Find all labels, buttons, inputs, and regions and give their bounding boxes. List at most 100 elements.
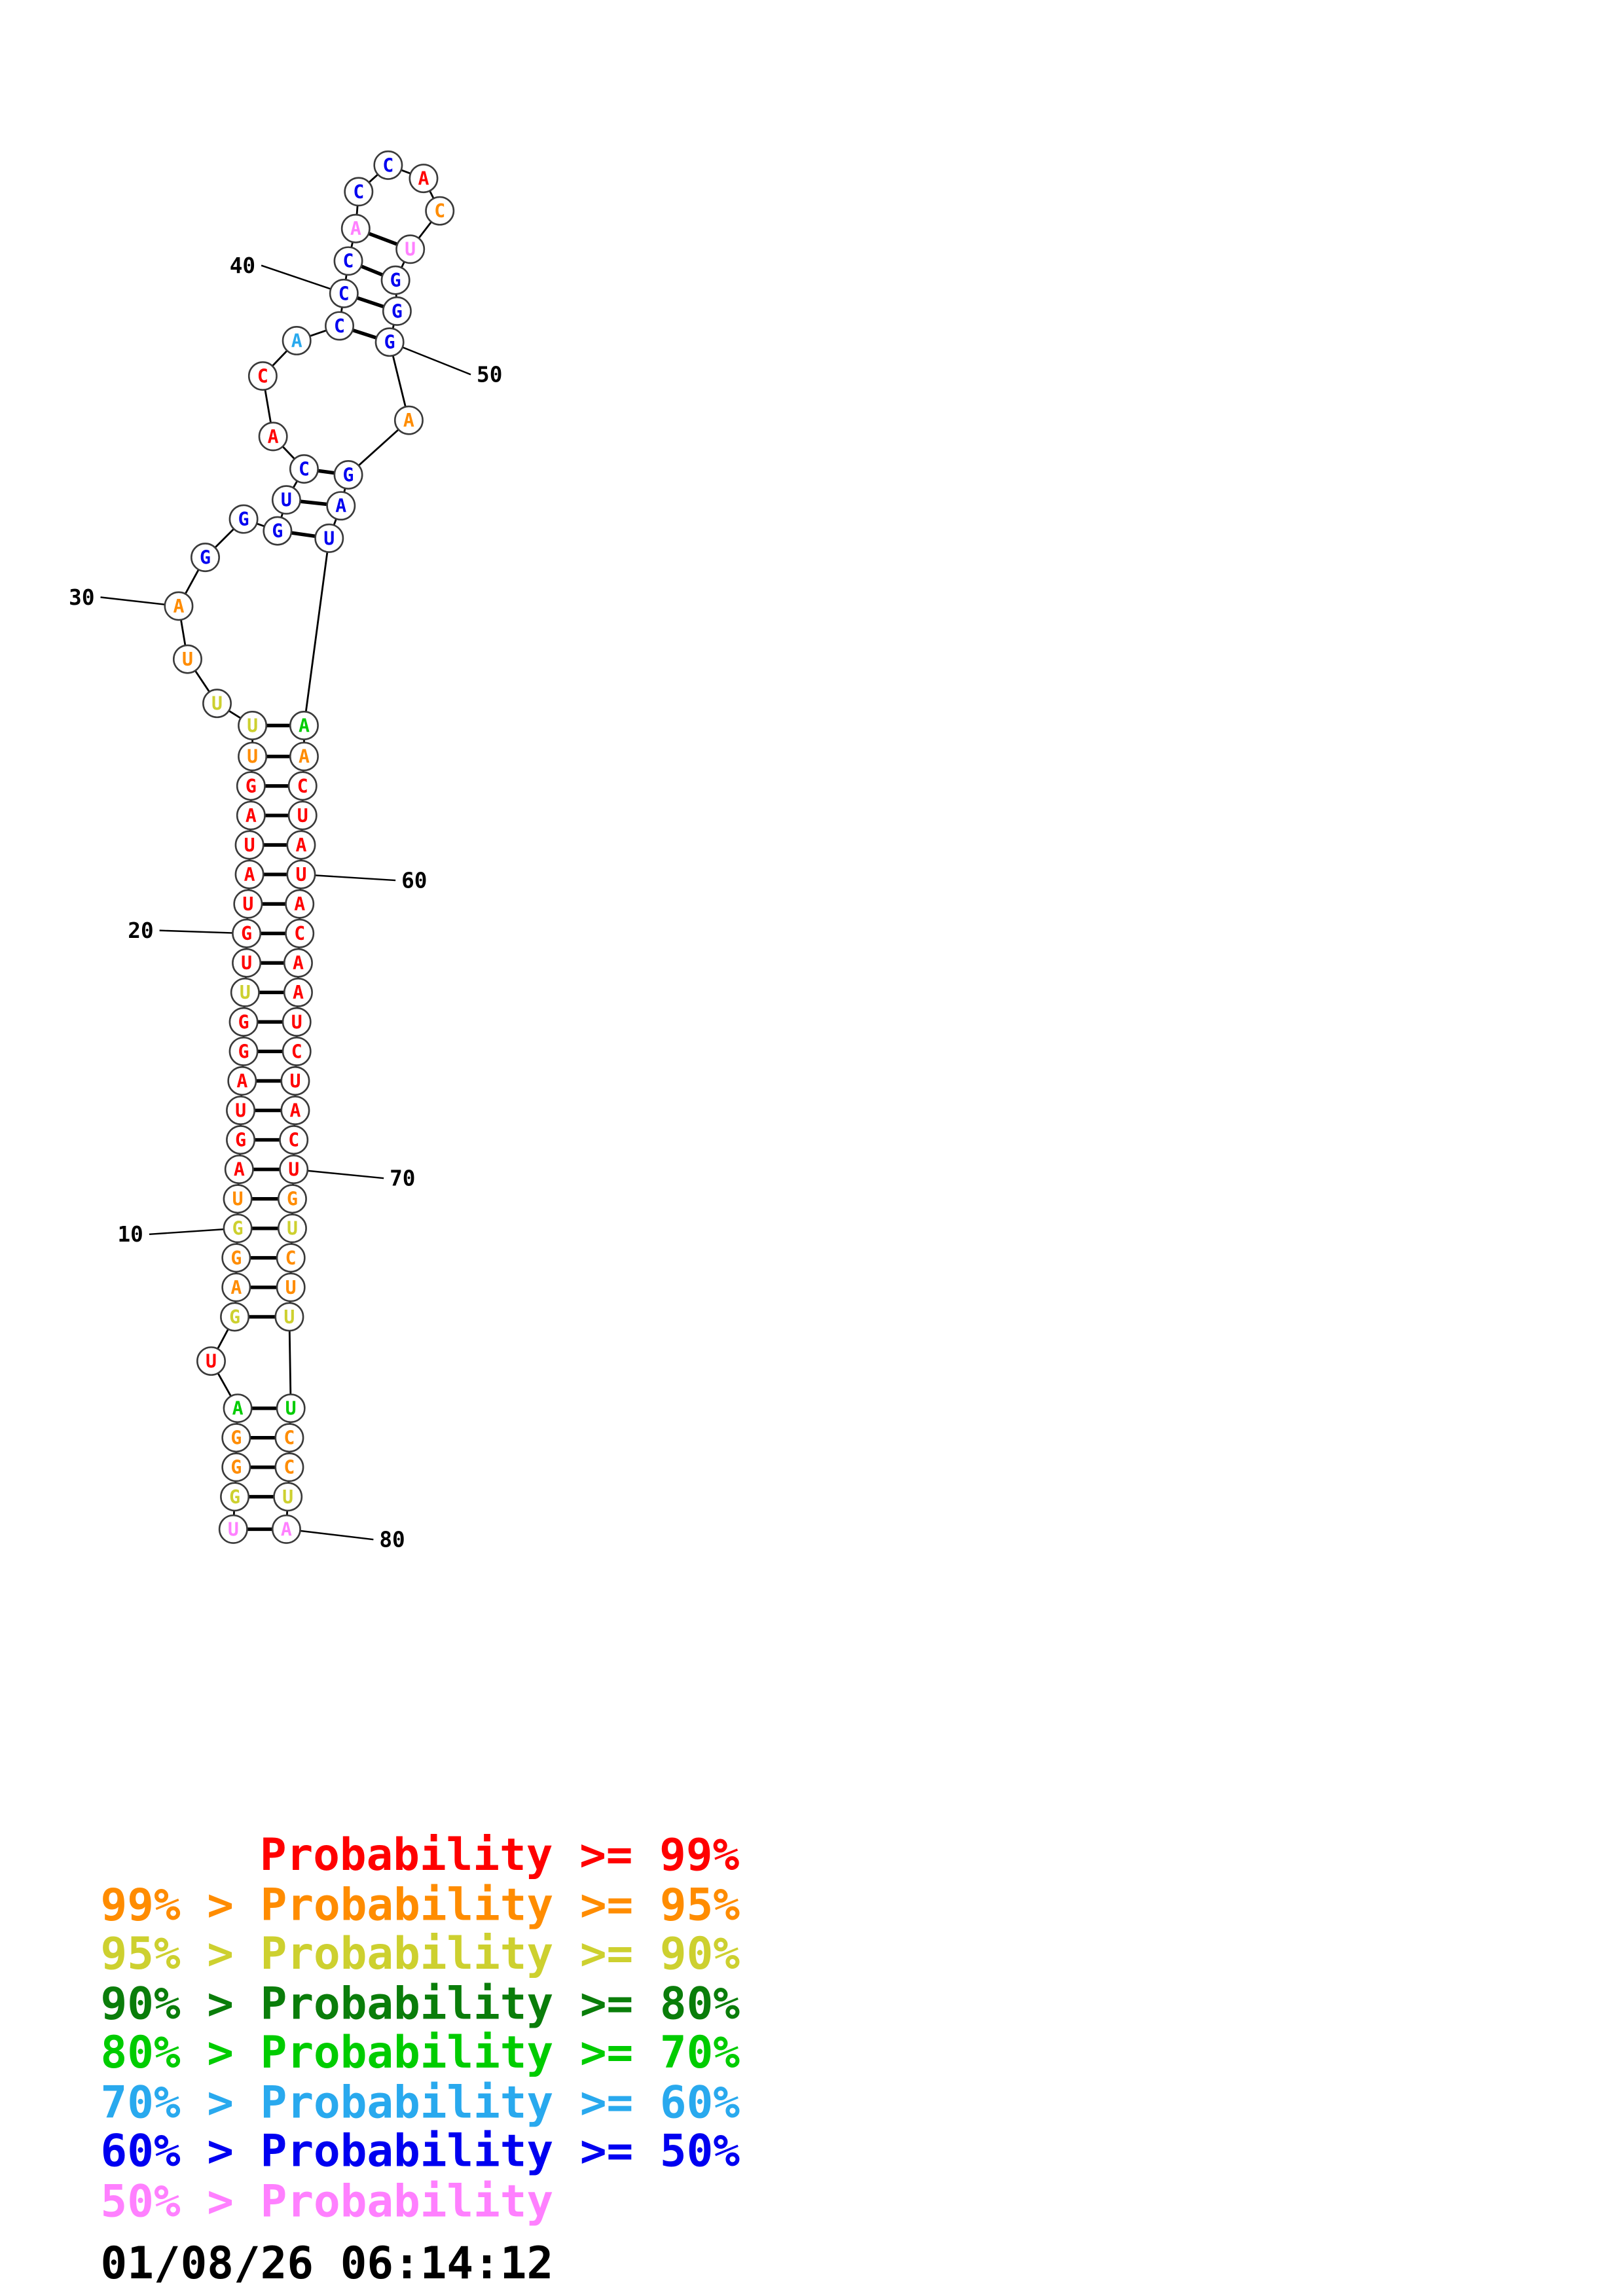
legend-line-ge95: 99% > Probability >= 95% — [101, 1878, 740, 1930]
nucleotide-letter: U — [283, 1306, 295, 1328]
nucleotide-74: U — [276, 1272, 306, 1302]
nucleotide-circle — [282, 1007, 312, 1037]
nucleotide-circle — [164, 591, 194, 621]
nucleotide-letter: U — [211, 693, 223, 715]
nucleotide-circle — [374, 327, 405, 357]
nucleotide-letter: C — [285, 1247, 297, 1269]
nucleotide-circle — [285, 889, 315, 919]
nucleotide-70: U — [279, 1155, 309, 1185]
nucleotide-letter: U — [232, 1189, 244, 1210]
sequence-number-label: 40 — [230, 253, 255, 278]
nucleotide-circle — [289, 454, 319, 484]
nucleotide-letter: A — [295, 834, 306, 856]
legend-line-ge70: 80% > Probability >= 70% — [101, 2026, 740, 2078]
label-leader-line — [301, 873, 396, 882]
nucleotide-71: G — [277, 1184, 307, 1214]
sequence-number-label: 30 — [69, 585, 94, 610]
sequence-number-label: 70 — [390, 1166, 415, 1191]
nucleotide-27: U — [238, 711, 268, 740]
nucleotide-letter: G — [229, 1306, 240, 1328]
nucleotide-36: A — [258, 422, 288, 452]
nucleotide-letter: U — [323, 528, 335, 549]
nucleotide-14: U — [226, 1096, 256, 1126]
nucleotide-circle — [279, 1155, 309, 1185]
nucleotide-circle — [340, 213, 371, 243]
nucleotide-letter: G — [232, 1218, 244, 1240]
nucleotide-circle — [277, 1184, 307, 1214]
nucleotide-57: C — [287, 771, 318, 801]
nucleotide-letter: U — [240, 982, 251, 1003]
nucleotide-letter: A — [281, 1518, 292, 1540]
nucleotide-6: U — [196, 1346, 226, 1376]
nucleotide-26: U — [238, 742, 268, 772]
nucleotide-circle — [285, 918, 315, 948]
timestamp: 01/08/26 06:14:12 — [101, 2237, 554, 2289]
nucleotide-circle — [226, 1096, 256, 1126]
nucleotide-letter: A — [232, 1398, 244, 1420]
nucleotide-35: C — [289, 454, 319, 484]
nucleotide-circle — [172, 644, 202, 674]
nucleotide-circle — [380, 265, 410, 295]
nucleotide-circle — [344, 177, 374, 207]
nucleotide-letter: U — [242, 893, 253, 915]
nucleotide-letter: U — [285, 1398, 297, 1420]
nucleotide-circle — [236, 800, 266, 831]
nucleotide-letter: A — [335, 495, 346, 517]
nucleotide-letter: A — [418, 168, 429, 190]
nucleotide-letter: U — [244, 834, 255, 856]
nucleotide-letter: G — [343, 464, 354, 486]
nucleotide-circle — [274, 1302, 304, 1332]
nucleotide-circle — [218, 1514, 248, 1544]
nucleotide-letter: C — [283, 1457, 295, 1479]
nucleotide-31: G — [191, 543, 220, 573]
label-leader-line — [293, 1168, 384, 1179]
nucleotide-circle — [282, 1036, 312, 1066]
nucleotide-43: C — [344, 177, 374, 207]
nucleotide-37: C — [247, 361, 278, 391]
nucleotide-letter: A — [294, 893, 305, 915]
nucleotide-letter: A — [236, 1070, 247, 1092]
nucleotide-5: A — [223, 1393, 253, 1424]
nucleotide-1: U — [218, 1514, 248, 1544]
nucleotide-circle — [247, 361, 278, 391]
nucleotide-circle — [202, 689, 232, 719]
nucleotide-67: U — [280, 1066, 310, 1096]
nucleotide-41: C — [333, 246, 363, 276]
nucleotide-circle — [276, 1272, 306, 1302]
nucleotide-letter: G — [287, 1189, 298, 1210]
nucleotide-45: A — [409, 164, 439, 194]
nucleotide-circle — [425, 196, 455, 226]
nucleotide-letter: U — [281, 490, 292, 511]
nucleotide-letter: A — [289, 1100, 301, 1121]
sequence-number-label: 80 — [379, 1527, 405, 1552]
nucleotide-letter: A — [293, 952, 304, 974]
nucleotide-54: U — [314, 523, 344, 553]
nucleotide-circle — [373, 150, 403, 180]
nucleotide-letter: U — [247, 715, 258, 736]
nucleotide-circle — [224, 1155, 254, 1185]
nucleotide-circle — [220, 1302, 250, 1332]
nucleotide-circle — [287, 771, 318, 801]
sequence-number-label: 50 — [477, 363, 502, 387]
nucleotide-58: U — [287, 800, 318, 831]
nucleotide-circle — [228, 1007, 259, 1037]
nucleotide-circle — [273, 1482, 303, 1512]
nucleotide-circle — [286, 859, 316, 889]
nucleotide-circle — [226, 1125, 256, 1155]
nucleotide-77: C — [274, 1423, 304, 1453]
nucleotide-letter: G — [235, 1130, 246, 1151]
nucleotide-78: C — [274, 1452, 304, 1482]
nucleotide-29: U — [172, 644, 202, 674]
nucleotide-circle — [329, 278, 359, 308]
nucleotide-61: A — [285, 889, 315, 919]
nucleotide-letter: A — [230, 1277, 242, 1299]
nucleotide-letter: G — [238, 509, 249, 530]
nucleotide-59: A — [286, 830, 316, 860]
nucleotide-circle — [287, 800, 318, 831]
nucleotide-letter: A — [299, 715, 310, 736]
nucleotide-circle — [228, 1036, 259, 1066]
nucleotide-circle — [276, 1243, 306, 1273]
legend-line-ge80: 90% > Probability >= 80% — [101, 1977, 740, 2029]
nucleotide-3: G — [221, 1452, 251, 1482]
nucleotide-letter: G — [229, 1486, 240, 1508]
